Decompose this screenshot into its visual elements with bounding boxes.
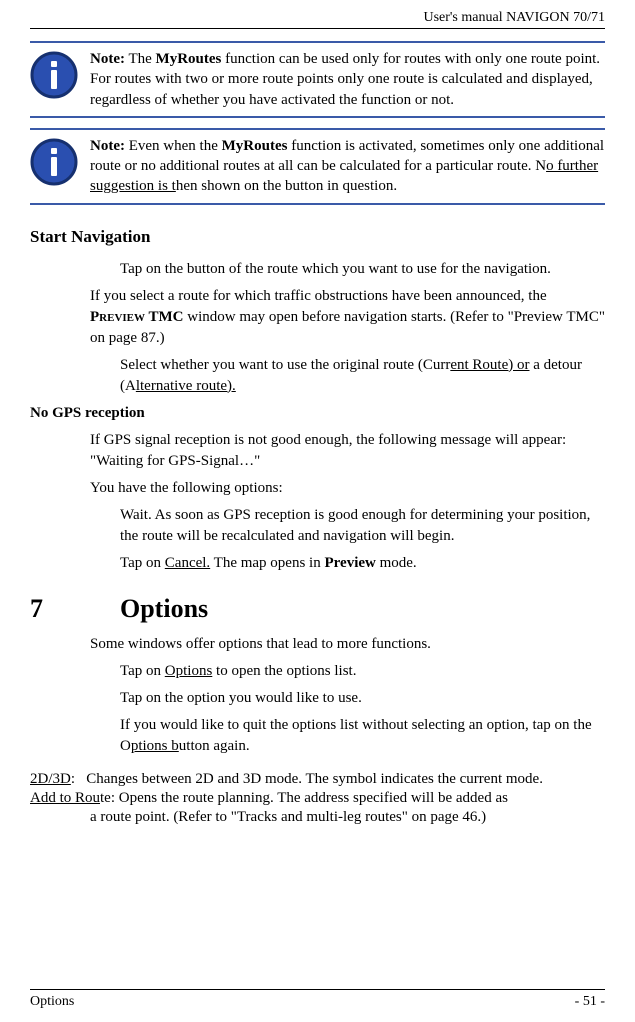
chapter-number: 7: [30, 594, 120, 624]
info-icon: [30, 51, 80, 99]
definition-add-route: Add to Route: Opens the route planning. …: [30, 788, 605, 809]
t-u: ptions b: [131, 738, 179, 754]
n2-t1: Even when the: [125, 138, 222, 154]
info-icon: [30, 138, 80, 186]
note-label: Note:: [90, 138, 125, 154]
t: to open the options list.: [212, 663, 356, 679]
t: Tap on: [120, 555, 165, 571]
t: If you select a route for which traffic …: [90, 288, 547, 304]
n2-t3: hen shown on the button in question.: [176, 178, 397, 194]
t: :: [71, 771, 75, 787]
t-u: ent Route) or: [450, 357, 529, 373]
page-footer: Options - 51 -: [30, 989, 605, 1010]
t-b: TMC: [145, 309, 183, 325]
t-sc: Preview: [90, 309, 145, 325]
footer-rule: [30, 989, 605, 990]
para: If GPS signal reception is not good enou…: [90, 430, 605, 472]
definition-2d3d: 2D/3D: Changes between 2D and 3D mode. T…: [30, 769, 605, 790]
chapter-heading: 7 Options: [30, 594, 605, 624]
t-u: Cancel.: [165, 555, 210, 571]
footer-page-number: - 51 -: [575, 994, 605, 1010]
t-u: Options: [165, 663, 213, 679]
note-text-2: Note: Even when the MyRoutes function is…: [90, 136, 605, 197]
def-body: a route point. (Refer to "Tracks and mul…: [90, 809, 605, 826]
t: Select whether you want to use the origi…: [120, 357, 450, 373]
para: You have the following options:: [90, 478, 605, 499]
chapter-title: Options: [120, 594, 208, 624]
para: Tap on Options to open the options list.: [120, 661, 605, 682]
t: Tap on: [120, 663, 165, 679]
note-text-1: Note: The MyRoutes function can be used …: [90, 49, 605, 110]
note-label: Note:: [90, 51, 125, 67]
para: If you select a route for which traffic …: [90, 286, 605, 349]
t: mode.: [376, 555, 417, 571]
para: Tap on the option you would like to use.: [120, 688, 605, 709]
para: If you would like to quit the options li…: [120, 715, 605, 757]
t: utton again.: [179, 738, 250, 754]
def-body-inline: Changes between 2D and 3D mode. The symb…: [86, 771, 543, 787]
para: Select whether you want to use the origi…: [120, 355, 605, 397]
t-u: lternative route).: [136, 378, 236, 394]
para: Tap on the button of the route which you…: [120, 259, 605, 280]
footer-left: Options: [30, 994, 74, 1010]
note-t1: The: [125, 51, 156, 67]
t: The map opens in: [210, 555, 324, 571]
subheading-no-gps: No GPS reception: [30, 405, 605, 422]
t: te: Opens the route planning. The addres…: [100, 790, 508, 806]
note-bold-2: MyRoutes: [222, 138, 288, 154]
section-heading-start-nav: Start Navigation: [30, 227, 605, 247]
t-b: Preview: [324, 555, 375, 571]
note-bold-1: MyRoutes: [156, 51, 222, 67]
header-title: User's manual NAVIGON 70/71: [30, 10, 605, 26]
def-term: Add to Rou: [30, 790, 100, 806]
def-term: 2D/3D: [30, 771, 71, 787]
note-block-1: Note: The MyRoutes function can be used …: [30, 41, 605, 118]
note-block-2: Note: Even when the MyRoutes function is…: [30, 128, 605, 205]
para: Tap on Cancel. The map opens in Preview …: [120, 553, 605, 574]
para: Some windows offer options that lead to …: [90, 634, 605, 655]
para: Wait. As soon as GPS reception is good e…: [120, 505, 605, 547]
header-rule: [30, 28, 605, 29]
